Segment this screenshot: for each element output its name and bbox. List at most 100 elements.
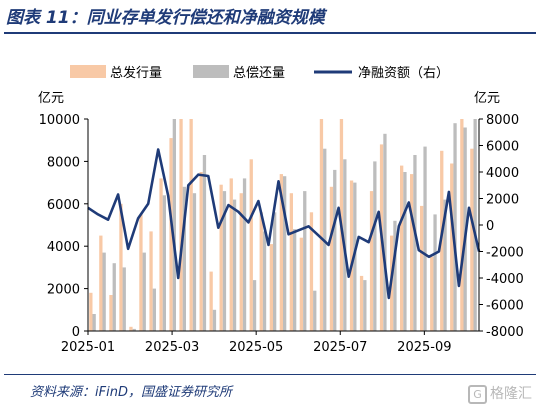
combo-chart: 总发行量 总偿还量 净融资额（右） 亿元 亿元 0 2000 4000 6000 8000 1000…	[38, 65, 524, 355]
bar-issuance	[199, 172, 203, 331]
legend-swatch-issuance	[70, 65, 106, 78]
bar-repayment	[152, 288, 156, 331]
source-note: 资料来源：iFinD，国盛证券研究所	[30, 385, 232, 400]
bar-repayment	[453, 123, 457, 331]
right-tick-label: -8000	[486, 325, 524, 340]
x-tick-label: 2025-09	[397, 340, 451, 355]
bar-issuance	[219, 184, 223, 331]
left-tick-label: 10000	[39, 113, 80, 128]
bar-repayment	[313, 290, 317, 331]
x-tick-label: 2025-03	[145, 340, 199, 355]
bar-issuance	[209, 271, 213, 331]
right-axis-unit: 亿元	[474, 91, 500, 106]
bar-repayment	[273, 212, 277, 331]
bar-repayment	[162, 195, 166, 331]
bar-issuance	[129, 326, 133, 331]
bar-issuance	[400, 165, 404, 331]
bar-issuance	[239, 193, 243, 331]
watermark-logo-icon: G	[468, 384, 487, 404]
bar-issuance	[369, 191, 374, 331]
bar-repayment	[252, 280, 257, 331]
bar-repayment	[333, 169, 337, 331]
bar-repayment	[363, 280, 367, 331]
bar-repayment	[413, 155, 417, 331]
bar-issuance	[450, 163, 454, 331]
bar-issuance	[149, 231, 153, 331]
watermark: G 格隆汇	[468, 383, 532, 404]
source-rule	[4, 374, 536, 375]
right-tick-label: 8000	[486, 113, 519, 128]
bar-repayment	[232, 199, 237, 331]
bar-issuance	[329, 186, 334, 331]
figure-title: 图表 11：同业存单发行偿还和净融资规模	[6, 8, 325, 28]
left-axis-unit: 亿元	[38, 91, 64, 106]
legend-label-repayment: 总偿还量	[233, 66, 285, 81]
bar-issuance	[109, 295, 113, 331]
bar-repayment	[222, 191, 227, 331]
bar-repayment	[383, 133, 387, 331]
bar-repayment	[283, 176, 287, 331]
bar-repayment	[373, 161, 377, 331]
right-tick-label: 2000	[486, 193, 519, 208]
bar-issuance	[269, 244, 273, 331]
bar-issuance	[229, 178, 233, 331]
net-financing-line	[87, 148, 481, 300]
bar-issuance	[299, 237, 303, 331]
right-tick-label: 4000	[486, 166, 519, 181]
bar-issuance	[259, 212, 263, 331]
x-tick-label: 2025-05	[229, 340, 283, 355]
bar-issuance	[430, 256, 434, 331]
bar-issuance	[139, 214, 143, 331]
bar-issuance	[349, 180, 354, 331]
bar-repayment	[262, 231, 267, 331]
bar-repayment	[423, 146, 427, 331]
bar-repayment	[172, 119, 176, 331]
left-tick-label: 2000	[47, 283, 80, 298]
legend-swatch-repayment	[193, 65, 229, 78]
right-tick-label: 6000	[486, 140, 519, 155]
watermark-text: 格隆汇	[490, 386, 532, 402]
bar-repayment	[212, 309, 217, 331]
bar-repayment	[433, 214, 437, 331]
bar-repayment	[92, 314, 96, 331]
bar-repayment	[112, 263, 116, 331]
legend-label-net: 净融资额（右）	[358, 66, 449, 81]
right-tick-label: -2000	[486, 246, 524, 261]
right-tick-label: -6000	[486, 299, 524, 314]
bar-issuance	[179, 119, 183, 331]
x-tick-label: 2025-01	[61, 340, 115, 355]
bar-issuance	[99, 235, 103, 331]
bar-issuance	[359, 275, 364, 331]
bar-repayment	[102, 252, 106, 331]
bar-repayment	[202, 155, 207, 331]
bar-issuance	[460, 119, 464, 331]
bar-issuance	[249, 159, 253, 331]
bar-repayment	[293, 229, 297, 331]
bar-repayment	[122, 267, 126, 331]
bar-issuance	[159, 178, 163, 331]
bar-repayment	[242, 178, 247, 331]
title-rule	[4, 32, 536, 34]
bar-issuance	[420, 205, 424, 331]
right-tick-label: -4000	[486, 272, 524, 287]
bar-issuance	[319, 119, 324, 331]
left-tick-label: 0	[72, 325, 80, 340]
bar-issuance	[119, 203, 123, 331]
bar-issuance	[279, 174, 283, 331]
bar-repayment	[132, 328, 136, 331]
bar-issuance	[410, 174, 414, 331]
bar-issuance	[309, 212, 314, 331]
bar-issuance	[189, 119, 193, 331]
bar-issuance	[470, 148, 474, 331]
left-tick-label: 8000	[47, 155, 80, 170]
left-tick-label: 6000	[47, 198, 80, 213]
bar-repayment	[192, 193, 197, 331]
bar-repayment	[393, 220, 397, 331]
bar-issuance	[289, 193, 293, 331]
left-tick-label: 4000	[47, 240, 80, 255]
bar-repayment	[473, 119, 477, 331]
bar-repayment	[303, 191, 307, 331]
legend-label-issuance: 总发行量	[110, 65, 162, 81]
right-tick-label: 0	[486, 219, 494, 234]
bar-repayment	[403, 172, 407, 331]
